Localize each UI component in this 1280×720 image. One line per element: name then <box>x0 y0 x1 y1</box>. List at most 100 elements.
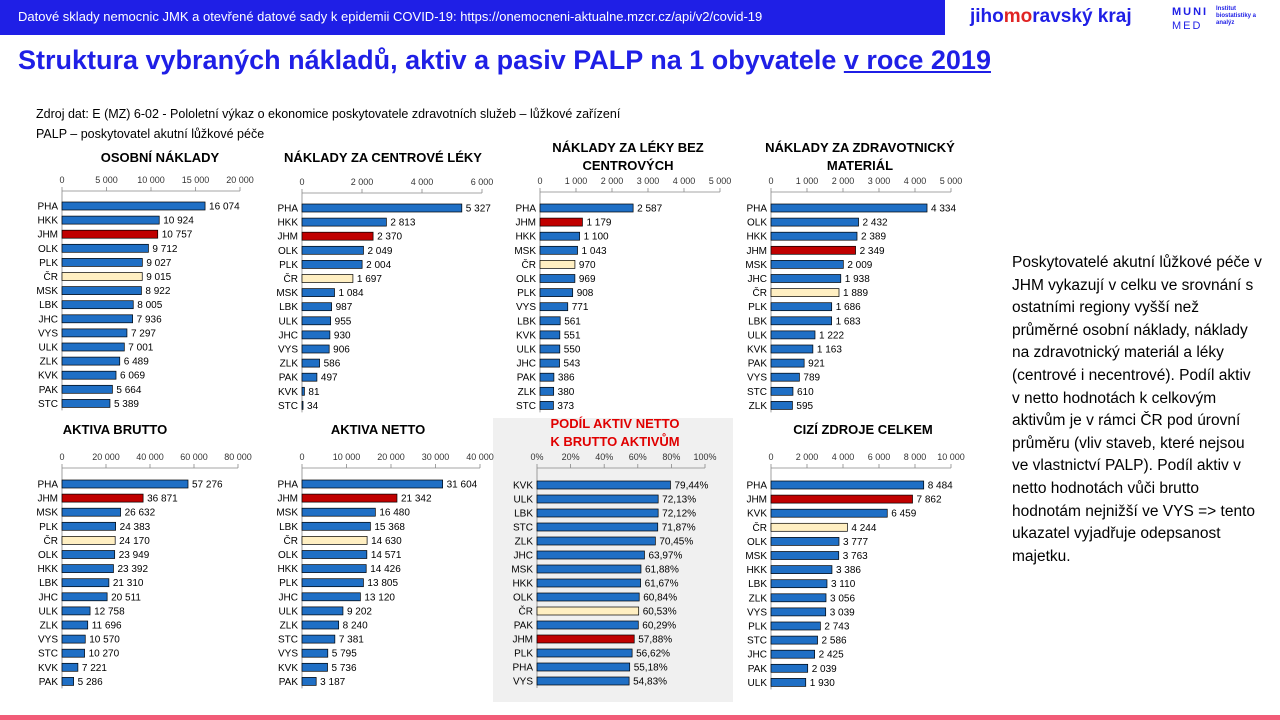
jmk-logo: jihomoravský kraj <box>970 6 1132 28</box>
category-label: KVK <box>516 330 536 341</box>
value-label: 26 632 <box>125 508 156 519</box>
category-label: ZLK <box>280 621 299 632</box>
value-label: 7 936 <box>137 314 162 325</box>
category-label: JHC <box>514 551 533 562</box>
category-label: ZLK <box>749 401 768 412</box>
category-label: HKK <box>746 565 767 576</box>
bar-PAK <box>301 372 318 382</box>
category-label: JHM <box>277 232 298 243</box>
category-label: LBK <box>748 316 767 327</box>
bar-JHC <box>536 550 645 560</box>
bar-JHC <box>770 649 816 659</box>
value-label: 5 736 <box>332 663 357 674</box>
category-label: ULK <box>514 495 534 506</box>
bar-VYS <box>770 372 800 382</box>
tick-label: 10 000 <box>333 452 361 462</box>
category-label: PHA <box>37 480 58 491</box>
value-label: 9 015 <box>146 272 171 283</box>
category-label: LBK <box>39 578 58 589</box>
tick-label: 20 000 <box>226 175 254 185</box>
bar-STC <box>61 399 111 408</box>
bar-HKK <box>61 215 160 225</box>
category-label: PAK <box>39 385 59 396</box>
bar-PHA <box>770 203 928 213</box>
value-label: 8 922 <box>145 286 170 297</box>
bar-PAK <box>539 372 555 382</box>
commentary-text: Poskytovatelé akutní lůžkové péče v JHM … <box>1012 254 1262 565</box>
value-label: 57 276 <box>192 480 223 491</box>
category-label: HKK <box>277 218 298 229</box>
banner-text: Datové sklady nemocnic JMK a otevřené da… <box>18 9 763 24</box>
bar-ULK <box>301 606 344 616</box>
bar-ZLK <box>61 620 89 630</box>
category-label: ČR <box>44 534 58 547</box>
category-label: ČR <box>284 272 298 285</box>
category-label: ULK <box>279 316 299 327</box>
value-label: 21 310 <box>113 578 144 589</box>
value-label: 9 027 <box>146 258 171 269</box>
value-label: 4 244 <box>851 523 876 534</box>
value-label: 386 <box>558 373 575 384</box>
tick-label: 2 000 <box>796 452 819 462</box>
value-label: 610 <box>797 387 814 398</box>
bar-PAK <box>770 358 805 368</box>
value-label: 71,87% <box>662 523 696 534</box>
tick-label: 2 000 <box>351 177 374 187</box>
muni-logo-top: MUNI <box>1172 6 1209 18</box>
category-label: PLK <box>517 288 536 299</box>
value-label: 2 009 <box>847 260 872 271</box>
category-label: VYS <box>513 677 533 688</box>
category-label: ULK <box>279 606 299 617</box>
value-label: 5 286 <box>78 677 103 688</box>
bar-JHM <box>770 245 856 255</box>
value-label: 1 686 <box>836 302 861 313</box>
category-label: STC <box>38 649 58 660</box>
tick-label: 1 000 <box>796 176 819 186</box>
category-label: LBK <box>279 302 298 313</box>
category-label: PHA <box>746 481 767 492</box>
category-label: VYS <box>38 635 58 646</box>
bar-KVK <box>770 508 888 518</box>
category-label: STC <box>747 387 767 398</box>
chart-title-line: AKTIVA NETTO <box>331 422 425 437</box>
bar-PLK <box>301 578 364 588</box>
tick-label: 0 <box>299 452 304 462</box>
value-label: 2 049 <box>367 246 392 257</box>
value-label: 36 871 <box>147 494 178 505</box>
value-label: 7 381 <box>339 635 364 646</box>
value-label: 3 039 <box>830 607 855 618</box>
value-label: 3 110 <box>831 579 856 590</box>
bar-HKK <box>61 564 114 573</box>
bar-JHM <box>536 634 635 644</box>
bar-PLK <box>536 648 633 658</box>
category-label: ULK <box>748 678 768 689</box>
value-label: 60,84% <box>643 593 677 604</box>
bar-LBK <box>770 579 828 589</box>
value-label: 5 795 <box>332 649 357 660</box>
category-label: JHM <box>37 230 58 241</box>
value-label: 497 <box>321 373 338 384</box>
value-label: 551 <box>564 330 581 341</box>
bar-VYS <box>539 302 569 312</box>
muni-med-logo: MUNI MED Institut biostatistiky a analýz <box>1172 6 1256 32</box>
value-label: 1 043 <box>582 246 607 257</box>
value-label: 3 386 <box>836 565 861 576</box>
bar-JHC <box>61 314 133 324</box>
value-label: 81 <box>308 387 320 398</box>
category-label: PLK <box>279 578 298 589</box>
category-label: KVK <box>513 481 533 492</box>
category-label: ČR <box>519 605 533 618</box>
tick-label: 10 000 <box>137 175 165 185</box>
value-label: 3 187 <box>320 677 345 688</box>
bottom-accent-line <box>0 715 1280 720</box>
value-label: 31 604 <box>447 480 478 491</box>
chart-title-line: CENTROVÝCH <box>582 158 673 173</box>
category-label: MSK <box>276 288 298 299</box>
chart-title-line: CIZÍ ZDROJE CELKEM <box>793 422 932 437</box>
bar-MSK <box>770 551 840 560</box>
value-label: 14 426 <box>370 564 401 575</box>
tick-label: 0 <box>299 177 304 187</box>
bar-STC <box>301 401 304 410</box>
chart-zdravotnicky-material: NÁKLADY ZA ZDRAVOTNICKÝ MATERIÁL 0 1 000 2 0… <box>745 140 962 413</box>
category-label: OLK <box>278 246 298 257</box>
